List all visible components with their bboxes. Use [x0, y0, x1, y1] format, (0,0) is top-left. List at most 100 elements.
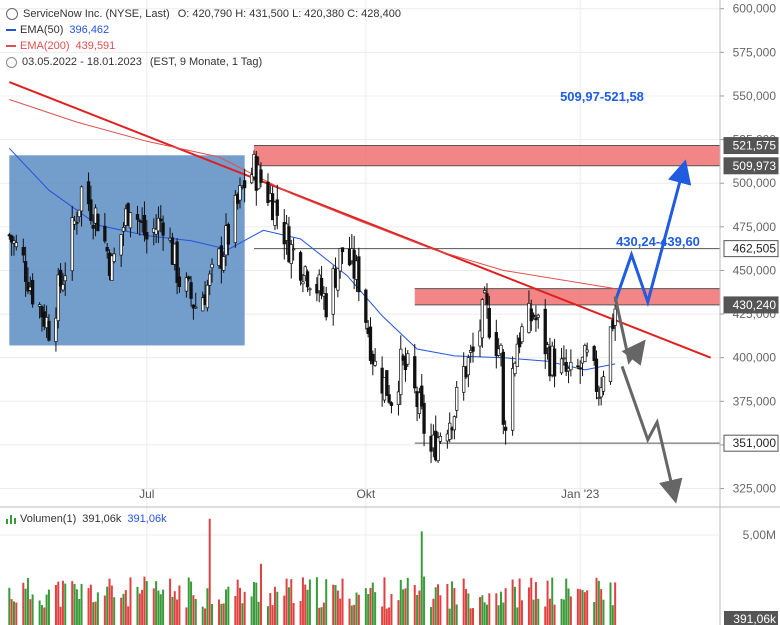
volume-bar [353, 604, 356, 625]
candle-body [233, 195, 237, 243]
volume-bar [169, 578, 172, 625]
candle-body [89, 199, 93, 221]
volume-bar [257, 601, 260, 625]
price-label-box [723, 296, 779, 314]
volume-bar [22, 582, 25, 625]
volume-bar [124, 590, 127, 625]
volume-bar [418, 590, 421, 625]
clock-icon [6, 56, 17, 68]
candle-body [79, 186, 84, 212]
candle-body [305, 271, 310, 288]
volume-bar [129, 577, 132, 625]
volume-bar [266, 606, 269, 625]
candle-body [387, 394, 391, 403]
candle-body [510, 368, 515, 431]
volume-bar [171, 596, 174, 625]
candle-body [385, 370, 389, 396]
candle-body [121, 227, 126, 232]
volume-bar [190, 581, 193, 625]
volume-bar [430, 607, 433, 625]
volume-legend-label: Volumen(1) [20, 513, 77, 525]
volume-bar [339, 598, 342, 625]
volume-bar [537, 598, 540, 625]
candle-body [413, 356, 417, 389]
volume-bar [206, 588, 209, 625]
candle-body [452, 416, 457, 431]
x-tick-label: Okt [356, 487, 375, 501]
volume-bar [334, 585, 337, 625]
volume-bar [29, 599, 32, 625]
candle-body [357, 256, 361, 293]
volume-bar [285, 578, 288, 625]
candle-body [12, 240, 16, 244]
candle-body [494, 332, 498, 357]
candle-body [583, 345, 587, 363]
candle-body [503, 426, 508, 431]
candle-body [462, 366, 466, 393]
candle-body [159, 218, 163, 222]
volume-bar [61, 580, 64, 625]
settings-gear-icon[interactable] [6, 8, 18, 20]
volume-bar [402, 589, 405, 625]
chart-legend: ServiceNow Inc. (NYSE, Last) O: 420,790 … [6, 6, 401, 70]
ema50-swatch [6, 29, 16, 31]
candle-body [303, 266, 307, 276]
volume-bar [43, 607, 46, 625]
candle-body [14, 242, 18, 248]
candle-body [289, 244, 293, 265]
consolidation-box-layer [9, 155, 245, 346]
volume-bar [239, 587, 241, 625]
candle-body [226, 224, 230, 245]
candle-body [96, 214, 100, 232]
volume-bar [24, 588, 27, 625]
candle-body [275, 199, 279, 216]
candle-body [291, 248, 296, 251]
volume-bar [614, 582, 617, 625]
candle-body [187, 276, 191, 280]
candle-body [86, 181, 91, 205]
candle-body [175, 241, 179, 283]
legend-ema50-row[interactable]: EMA(50) 396,462 [6, 22, 401, 38]
legend-range: 03.05.2022 - 18.01.2023 [22, 56, 142, 68]
price-label-text: 351,000 [733, 436, 777, 450]
volume-bar [439, 595, 442, 625]
volume-bar [145, 581, 148, 625]
candle-body [471, 346, 475, 352]
volume-bar [397, 600, 400, 625]
volume-bar [600, 589, 603, 625]
price-label-text: 430,240 [733, 298, 777, 312]
candle-body [592, 346, 596, 361]
volume-bar [127, 606, 130, 625]
volume-bar [472, 608, 475, 625]
volume-bar [481, 595, 484, 625]
volume-bar [143, 576, 146, 625]
legend-range-info: (EST, 9 Monate, 1 Tag) [149, 56, 263, 68]
candle-body [138, 220, 142, 222]
candle-body [142, 214, 147, 236]
legend-ema200-row[interactable]: EMA(200) 439,591 [6, 38, 401, 54]
volume-bar [548, 598, 551, 625]
volume-bar [94, 601, 97, 625]
y-tick-label: 550,000 [733, 89, 777, 103]
volume-bar [551, 577, 554, 625]
volume-bar [336, 590, 339, 625]
volume-bar [318, 607, 321, 625]
projection-arrows-layer [613, 159, 692, 504]
volume-bars-icon [6, 514, 16, 524]
candle-body [594, 358, 599, 392]
volume-bar [553, 604, 556, 625]
candle-body [613, 308, 617, 326]
volume-bar [103, 595, 106, 625]
candle-body [515, 343, 519, 367]
candle-body [191, 304, 196, 309]
legend-symbol: ServiceNow Inc. (NYSE, Last) [23, 8, 170, 20]
volume-bar [579, 589, 582, 625]
resistance-zone [253, 145, 720, 166]
volume-bar [47, 589, 50, 625]
volume-bar [276, 591, 279, 625]
volume-last-label: 391,06k [733, 612, 777, 625]
volume-bar [388, 607, 391, 625]
y-tick-label: 600,000 [733, 2, 777, 16]
y-tick-label: 500,000 [733, 176, 777, 190]
candle-body [23, 261, 28, 282]
